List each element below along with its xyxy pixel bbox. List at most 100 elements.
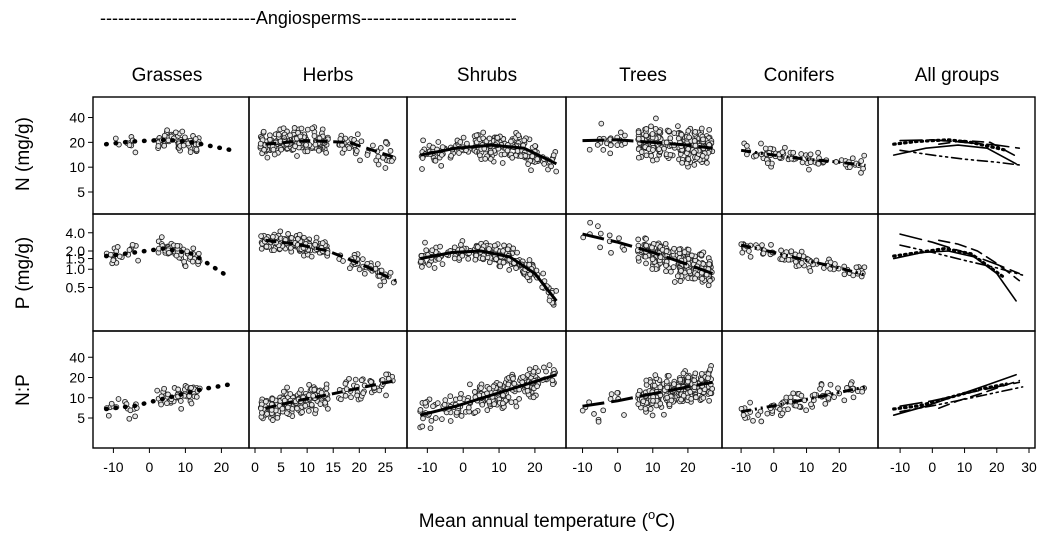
data-point bbox=[649, 266, 656, 272]
data-point bbox=[420, 137, 426, 144]
data-point bbox=[291, 125, 298, 131]
data-point bbox=[177, 398, 184, 404]
data-point bbox=[760, 250, 767, 257]
data-point bbox=[635, 236, 642, 243]
data-point bbox=[504, 246, 511, 253]
x-tick-label: -10 bbox=[890, 459, 910, 475]
data-point bbox=[513, 403, 520, 410]
data-point bbox=[648, 152, 655, 159]
data-point bbox=[294, 405, 300, 412]
data-point bbox=[135, 257, 141, 264]
data-point bbox=[484, 407, 491, 413]
trend-line-grasses bbox=[103, 137, 235, 153]
data-point bbox=[685, 156, 692, 162]
data-point bbox=[419, 166, 425, 172]
x-tick-label: 10 bbox=[645, 459, 661, 475]
data-point bbox=[387, 269, 394, 276]
panel-np-all-groups bbox=[877, 330, 1036, 449]
data-point bbox=[614, 142, 621, 148]
data-point bbox=[853, 264, 860, 271]
data-point bbox=[419, 423, 426, 430]
data-point bbox=[451, 255, 458, 262]
data-point bbox=[664, 384, 671, 391]
data-point bbox=[671, 245, 677, 252]
panel-n-conifers bbox=[721, 96, 879, 215]
data-point bbox=[807, 268, 814, 274]
data-point bbox=[346, 375, 352, 382]
data-point bbox=[685, 146, 691, 152]
data-point bbox=[671, 381, 677, 387]
data-point bbox=[651, 382, 658, 389]
y-tick-label: 1.5 bbox=[66, 251, 86, 267]
data-point bbox=[530, 394, 537, 401]
data-point bbox=[190, 245, 197, 252]
data-point bbox=[270, 146, 277, 153]
data-point bbox=[126, 142, 133, 148]
data-point bbox=[154, 387, 161, 394]
data-point bbox=[847, 164, 853, 170]
data-point bbox=[422, 399, 429, 406]
data-point bbox=[693, 394, 699, 401]
data-point bbox=[616, 235, 622, 242]
data-point bbox=[859, 388, 865, 395]
panel-np-grasses bbox=[92, 330, 250, 449]
data-point bbox=[606, 232, 613, 239]
data-point bbox=[166, 249, 172, 256]
data-point bbox=[164, 127, 170, 134]
data-point bbox=[686, 268, 693, 275]
data-point bbox=[501, 151, 508, 158]
data-point bbox=[442, 397, 449, 403]
data-point bbox=[471, 389, 478, 395]
data-point bbox=[779, 149, 786, 156]
data-point bbox=[439, 261, 446, 267]
x-tick-label: 20 bbox=[351, 459, 367, 475]
data-point bbox=[284, 410, 290, 416]
data-point bbox=[591, 411, 597, 417]
y-tick-label: 4.0 bbox=[66, 225, 86, 241]
data-point bbox=[161, 142, 168, 149]
x-tick-label: 5 bbox=[277, 459, 285, 475]
data-point bbox=[699, 275, 705, 282]
data-point bbox=[165, 391, 171, 398]
data-point bbox=[132, 149, 139, 156]
data-point bbox=[671, 130, 678, 136]
data-point bbox=[657, 400, 664, 407]
data-point bbox=[261, 146, 267, 153]
data-point bbox=[753, 152, 759, 159]
data-point bbox=[808, 401, 814, 408]
data-point bbox=[277, 228, 284, 235]
data-point bbox=[649, 244, 655, 251]
col-title-conifers: Conifers bbox=[764, 65, 835, 86]
trend-line-grasses bbox=[103, 381, 235, 412]
data-point bbox=[437, 243, 443, 250]
panel-np-herbs bbox=[248, 330, 408, 449]
data-point bbox=[434, 400, 441, 406]
data-point bbox=[681, 249, 688, 255]
data-point bbox=[553, 168, 560, 175]
data-point bbox=[835, 385, 841, 392]
data-point bbox=[764, 410, 771, 417]
data-point bbox=[668, 268, 674, 275]
data-point bbox=[430, 403, 436, 410]
data-point bbox=[663, 139, 670, 146]
trend-line-shrubs bbox=[419, 143, 558, 166]
data-point bbox=[438, 162, 445, 169]
data-point bbox=[164, 400, 170, 407]
x-tick-label: 25 bbox=[378, 459, 394, 475]
overlay-line-trees bbox=[899, 233, 1021, 275]
data-point bbox=[649, 412, 656, 419]
data-point bbox=[493, 256, 499, 262]
row-titles: N (mg/g) P (mg/g) N:P bbox=[13, 117, 34, 406]
data-point bbox=[530, 368, 537, 375]
data-point bbox=[419, 264, 425, 270]
data-point bbox=[269, 417, 276, 423]
data-point bbox=[297, 133, 304, 140]
overlay-line-herbs bbox=[938, 239, 1021, 282]
x-tick-label: 20 bbox=[527, 459, 543, 475]
overlay-line-grasses bbox=[892, 246, 1005, 279]
data-point bbox=[747, 399, 753, 406]
data-point bbox=[308, 401, 315, 408]
data-point bbox=[525, 161, 531, 167]
data-point bbox=[383, 371, 389, 378]
data-point bbox=[129, 241, 136, 248]
